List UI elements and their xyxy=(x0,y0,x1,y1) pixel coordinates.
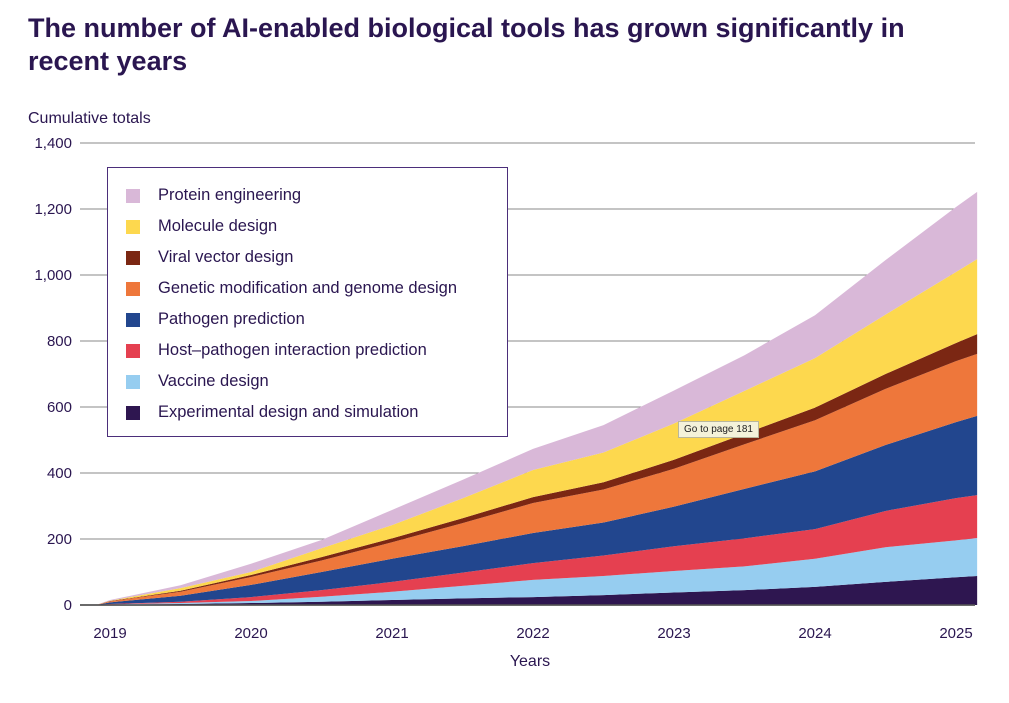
chart-title: The number of AI-enabled biological tool… xyxy=(28,13,905,76)
legend-item: Protein engineering xyxy=(126,180,507,211)
x-tick-label: 2022 xyxy=(516,625,549,642)
legend-swatch xyxy=(126,405,140,420)
legend-label: Host–pathogen interaction prediction xyxy=(158,341,427,359)
legend-swatch xyxy=(126,188,140,203)
legend-label: Pathogen prediction xyxy=(158,310,305,328)
area-vaccine-design xyxy=(95,538,978,605)
y-tick-label: 200 xyxy=(47,531,72,548)
legend-item: Host–pathogen interaction prediction xyxy=(126,335,507,366)
x-axis-label: Years xyxy=(510,653,550,670)
y-tick-label: 800 xyxy=(47,333,72,350)
y-tick-label: 400 xyxy=(47,465,72,482)
area-host-pathogen-interaction-prediction xyxy=(95,495,978,605)
legend-swatch xyxy=(126,250,140,265)
x-tick-label: 2024 xyxy=(798,625,831,642)
area-pathogen-prediction xyxy=(95,415,978,605)
x-tick-label: 2021 xyxy=(375,625,408,642)
x-tick-label: 2025 xyxy=(939,625,972,642)
y-tick-label: 1,400 xyxy=(34,135,72,152)
legend-item: Pathogen prediction xyxy=(126,304,507,335)
legend-item: Experimental design and simulation xyxy=(126,397,507,428)
legend-item: Molecule design xyxy=(126,211,507,242)
legend-swatch xyxy=(126,343,140,358)
legend-label: Viral vector design xyxy=(158,248,294,266)
legend-swatch xyxy=(126,312,140,327)
y-tick-label: 0 xyxy=(64,597,72,614)
legend-swatch xyxy=(126,281,140,296)
go-to-page-tooltip: Go to page 181 xyxy=(678,421,759,438)
area-experimental-design-and-simulation xyxy=(95,575,978,605)
x-tick-label: 2020 xyxy=(234,625,267,642)
legend-item: Viral vector design xyxy=(126,242,507,273)
x-tick-label: 2019 xyxy=(93,625,126,642)
legend-item: Genetic modification and genome design xyxy=(126,273,507,304)
legend-item: Vaccine design xyxy=(126,366,507,397)
y-tick-label: 600 xyxy=(47,399,72,416)
legend-label: Protein engineering xyxy=(158,186,302,204)
legend-label: Genetic modification and genome design xyxy=(158,279,458,297)
legend-label: Experimental design and simulation xyxy=(158,403,419,421)
legend: Protein engineering Molecule design Viral … xyxy=(107,167,508,437)
legend-label: Molecule design xyxy=(158,217,278,235)
x-tick-label: 2023 xyxy=(657,625,690,642)
y-tick-label: 1,000 xyxy=(34,267,72,284)
y-axis-label: Cumulative totals xyxy=(28,110,151,127)
legend-swatch xyxy=(126,374,140,389)
legend-label: Vaccine design xyxy=(158,372,269,390)
legend-swatch xyxy=(126,219,140,234)
y-tick-label: 1,200 xyxy=(34,201,72,218)
